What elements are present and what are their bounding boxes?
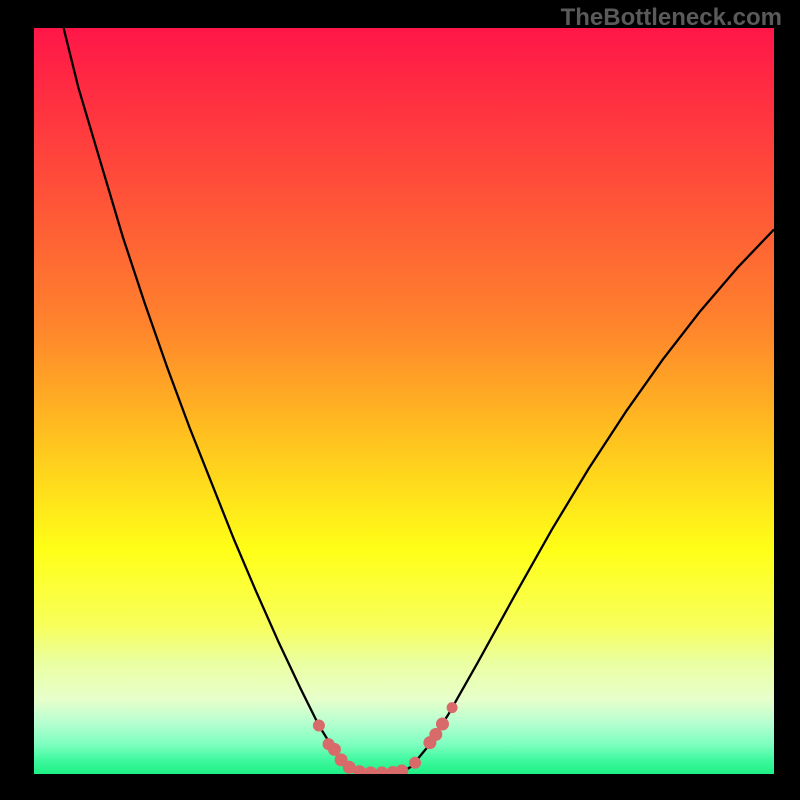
- data-point-marker: [447, 703, 457, 713]
- watermark-text: TheBottleneck.com: [561, 4, 782, 32]
- data-point-marker: [376, 767, 388, 774]
- data-point-marker: [436, 718, 448, 730]
- data-point-marker: [365, 767, 377, 774]
- data-point-marker: [396, 765, 408, 774]
- data-point-marker: [313, 720, 324, 731]
- chart-background: [34, 28, 774, 774]
- data-point-marker: [410, 757, 421, 768]
- data-point-marker: [430, 728, 442, 740]
- data-point-marker: [354, 766, 366, 774]
- bottleneck-chart: [34, 28, 774, 774]
- data-point-marker: [328, 743, 340, 755]
